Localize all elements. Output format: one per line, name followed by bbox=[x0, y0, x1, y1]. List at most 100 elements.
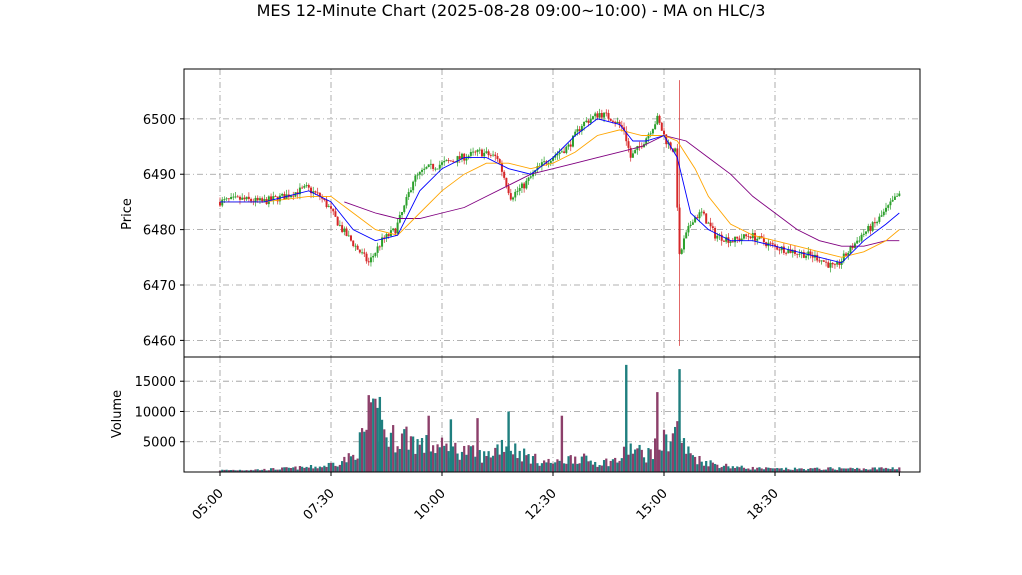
volume-bar bbox=[691, 455, 694, 472]
candle-body bbox=[378, 246, 381, 248]
candle-body bbox=[245, 196, 248, 200]
price-axis-ticks: 6460 6470 6480 6490 6500 bbox=[143, 113, 184, 349]
candle-body bbox=[307, 185, 310, 188]
volume-bar bbox=[380, 419, 384, 472]
volume-bar bbox=[225, 469, 228, 472]
volume-bar bbox=[332, 462, 335, 472]
volume-bar bbox=[471, 445, 475, 472]
candle-body bbox=[647, 134, 650, 139]
candle-body bbox=[443, 161, 446, 163]
candle-body bbox=[623, 127, 626, 132]
price-panel-frame bbox=[183, 68, 921, 358]
volume-bar bbox=[425, 435, 428, 472]
candle-body bbox=[449, 160, 452, 162]
candle-body bbox=[796, 253, 799, 255]
candle-body bbox=[474, 151, 477, 153]
price-grid bbox=[184, 69, 920, 357]
volume-bar bbox=[480, 462, 484, 472]
candle-body bbox=[836, 261, 839, 265]
volume-bar bbox=[867, 469, 870, 472]
volume-bar bbox=[527, 454, 530, 472]
volume-bar bbox=[454, 442, 457, 472]
volume-bar bbox=[758, 467, 761, 472]
candle-body bbox=[707, 222, 710, 224]
volume-bar bbox=[547, 458, 550, 472]
volume-bar bbox=[267, 470, 270, 472]
candle-body bbox=[745, 234, 748, 237]
x-tick-label: 18:30 bbox=[745, 486, 782, 523]
candle-body bbox=[700, 211, 703, 213]
candle-body bbox=[734, 236, 737, 243]
volume-spike-bar bbox=[378, 396, 382, 472]
candle-body bbox=[432, 163, 435, 169]
candle-body bbox=[587, 120, 590, 123]
volume-bar bbox=[685, 453, 688, 472]
volume-bar bbox=[747, 468, 750, 472]
candle-body bbox=[336, 216, 339, 226]
candle-body bbox=[472, 151, 475, 153]
volume-bar bbox=[483, 451, 486, 472]
candle-body bbox=[691, 222, 694, 225]
candle-body bbox=[656, 115, 659, 125]
volume-bar bbox=[574, 456, 577, 472]
volume-bar bbox=[738, 467, 741, 472]
volume-bar bbox=[254, 469, 257, 472]
candle-body bbox=[782, 246, 785, 253]
candle-body bbox=[327, 206, 330, 208]
volume-bar bbox=[769, 468, 772, 472]
volume-bar bbox=[842, 468, 845, 472]
volume-bar bbox=[607, 466, 610, 472]
candle-body bbox=[820, 260, 823, 262]
volume-bar bbox=[578, 463, 581, 472]
volume-bar bbox=[851, 468, 854, 472]
volume-bar bbox=[689, 453, 692, 472]
volume-bar bbox=[749, 469, 752, 472]
volume-bar bbox=[709, 460, 712, 472]
candle-body bbox=[560, 151, 563, 153]
chart-title: MES 12-Minute Chart (2025-08-28 09:00~10… bbox=[256, 1, 766, 20]
candle-body bbox=[785, 252, 788, 254]
candle-body bbox=[882, 211, 885, 216]
volume-bar bbox=[387, 446, 390, 472]
candle-body bbox=[825, 261, 828, 263]
price-tick-label: 6490 bbox=[143, 168, 176, 183]
price-tick-label: 6460 bbox=[143, 334, 176, 349]
candle-body bbox=[867, 225, 870, 232]
volume-bar bbox=[591, 464, 595, 472]
volume-bar bbox=[294, 466, 297, 472]
volume-bar bbox=[318, 466, 321, 472]
volume-bar bbox=[627, 454, 630, 472]
candle-body bbox=[722, 240, 725, 242]
volume-series bbox=[218, 364, 901, 472]
candle-body bbox=[663, 130, 665, 135]
volume-bar bbox=[285, 467, 288, 472]
volume-bar bbox=[440, 437, 444, 472]
candle-body bbox=[529, 176, 532, 178]
candle-body bbox=[731, 241, 734, 243]
volume-spike-bar bbox=[367, 395, 370, 472]
volume-bar bbox=[514, 443, 517, 472]
volume-bar bbox=[409, 436, 413, 472]
candle-body bbox=[418, 171, 421, 175]
volume-bar bbox=[405, 426, 408, 472]
candle-body bbox=[230, 196, 233, 200]
candle-body bbox=[876, 221, 879, 224]
volume-bar bbox=[707, 466, 710, 472]
volume-bar bbox=[236, 470, 239, 472]
candle-body bbox=[829, 262, 832, 268]
candle-body bbox=[323, 198, 326, 200]
candle-body bbox=[478, 149, 481, 151]
x-tick-label: 05:00 bbox=[190, 486, 227, 523]
volume-bar bbox=[549, 462, 552, 472]
volume-bar bbox=[436, 444, 439, 472]
volume-bar bbox=[616, 462, 619, 472]
candle-body bbox=[878, 216, 881, 222]
candle-body bbox=[301, 187, 304, 189]
volume-bar bbox=[392, 425, 395, 472]
volume-bar bbox=[773, 468, 777, 472]
volume-bar bbox=[494, 447, 497, 472]
volume-bar bbox=[745, 468, 748, 472]
volume-bar bbox=[822, 469, 825, 472]
volume-bar bbox=[820, 470, 823, 472]
x-tick-label: 15:00 bbox=[634, 486, 671, 523]
